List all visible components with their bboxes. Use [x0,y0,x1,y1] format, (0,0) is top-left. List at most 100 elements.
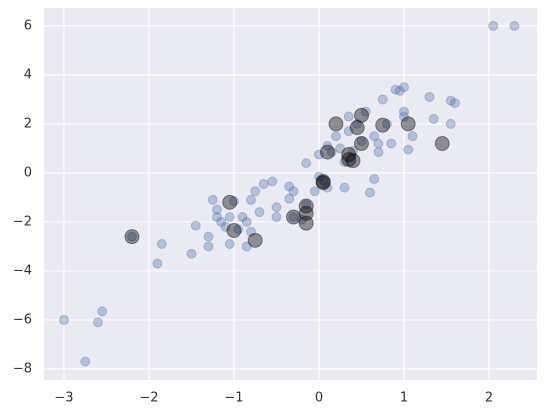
point [301,199,312,210]
point [381,118,392,129]
point [400,116,416,132]
point [341,147,357,163]
point [369,131,380,142]
point [434,136,450,152]
point [58,314,69,325]
point [343,111,354,122]
point [211,212,222,223]
point [203,231,214,242]
point [226,223,242,239]
point [247,232,263,248]
point [298,215,314,231]
point [271,202,282,213]
point [224,238,235,249]
point [319,144,335,160]
point [211,204,222,215]
point [398,82,409,93]
point [394,85,405,96]
point [407,131,418,142]
point [207,194,218,205]
point [284,193,295,204]
point [224,212,235,223]
point [186,248,197,259]
point [449,98,460,109]
point [156,238,167,249]
point [222,194,238,210]
point [445,118,456,129]
point [345,153,361,169]
x-tick-label: 1 [400,391,408,406]
point [360,106,371,117]
point [233,224,244,235]
point [203,241,214,252]
point [241,216,252,227]
point [245,226,256,237]
point [288,212,299,223]
point [322,182,333,193]
point [284,181,295,192]
point [353,136,369,152]
point [267,176,278,187]
point [315,174,331,190]
point [216,216,227,227]
point [349,120,365,136]
x-tick-label: 0 [315,391,323,406]
point [296,214,307,225]
point [313,171,324,182]
point [245,194,256,205]
point [377,94,388,105]
point [335,143,346,154]
point [298,198,314,214]
point [373,138,384,149]
plot-area [44,8,537,380]
point [92,317,103,328]
point [356,136,367,147]
point [343,126,354,137]
point [341,151,357,167]
y-tick-label: 6 [24,18,32,33]
point [126,231,137,242]
point [445,95,456,106]
point [424,91,435,102]
point [398,111,409,122]
point [386,138,397,149]
point [339,182,350,193]
point [339,156,350,167]
point [488,20,499,31]
point [330,131,341,142]
point [250,186,261,197]
point [352,118,363,129]
point [328,116,344,132]
point [373,147,384,158]
x-tick-label: −2 [139,391,158,406]
point [237,212,248,223]
point [347,145,358,156]
point [285,209,301,225]
point [369,174,380,185]
y-tick-label: −8 [13,361,32,376]
point [288,186,299,197]
x-tick-label: 2 [485,391,493,406]
point [326,147,337,158]
point [124,229,140,245]
point [271,212,282,223]
point [97,306,108,317]
point [80,356,91,367]
y-tick-label: −2 [13,214,32,229]
point [152,258,163,269]
point [322,140,333,151]
point [241,241,252,252]
point [390,84,401,95]
point [258,178,269,189]
point [403,144,414,155]
x-tick-label: −1 [224,391,243,406]
point [228,196,239,207]
point [428,114,439,125]
point [190,220,201,231]
point [364,187,375,198]
point [301,158,312,169]
point [375,117,391,133]
y-tick-label: 4 [24,67,32,82]
y-tick-label: 0 [24,165,32,180]
